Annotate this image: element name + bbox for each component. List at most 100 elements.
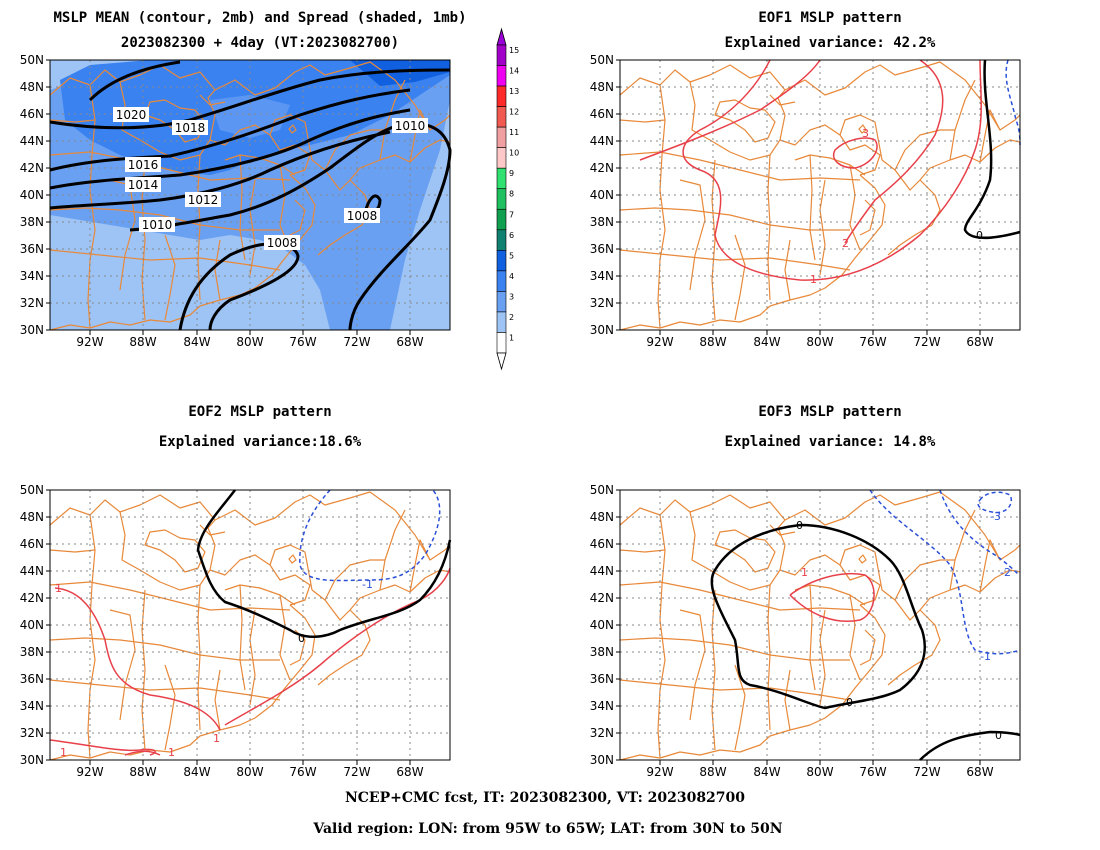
label-box: [113, 107, 149, 122]
lat-tick-label: 36N: [590, 242, 614, 256]
contour-label: 1020: [116, 108, 147, 122]
contour-label: -3: [990, 510, 1001, 523]
contour-label: 1: [60, 746, 67, 759]
lat-tick-label: 44N: [590, 134, 614, 148]
colorbar-cell: [496, 147, 507, 169]
lat-tick-label: 38N: [590, 645, 614, 659]
panel-mean-title: MSLP MEAN (contour, 2mb) and Spread (sha…: [53, 10, 466, 51]
colorbar-label: 4: [509, 272, 514, 281]
colorbar-cell: [496, 291, 507, 313]
axis-tick-labels: 92W 88W 84W 80W 76W 72W 68W 50N 48N 46N 44N 42N 40N 3…: [20, 53, 994, 779]
lat-tick-label: 32N: [590, 296, 614, 310]
lat-tick-label: 38N: [20, 645, 44, 659]
contour-label: 0: [976, 229, 983, 242]
lat-tick-label: 46N: [590, 107, 614, 121]
colorbar-label: 11: [509, 128, 519, 137]
panel-eof3-map: 0 0 0 1 -1 -2 -3: [619, 489, 1021, 761]
lat-tick-label: 30N: [590, 753, 614, 767]
colorbar-cell: [496, 229, 507, 251]
lat-tick-label: 44N: [20, 134, 44, 148]
colorbar-cell: [496, 126, 507, 148]
colorbar-label: 1: [509, 333, 514, 342]
lat-tick-label: 36N: [20, 242, 44, 256]
spread-colorbar: 15 14 13 12 11 10 9 8 7 6 5 4 3 2 1: [496, 27, 519, 371]
lon-tick-label: 76W: [859, 335, 886, 349]
lon-tick-label: 80W: [236, 765, 263, 779]
lat-tick-label: 48N: [20, 510, 44, 524]
contour-label: 1012: [188, 193, 219, 207]
colorbar-cell: [496, 332, 507, 354]
lon-tick-label: 72W: [913, 765, 940, 779]
colorbar-label: 14: [509, 67, 519, 76]
contour-label: 1: [213, 732, 220, 745]
contour-label: 1014: [128, 178, 159, 192]
lon-tick-label: 68W: [966, 765, 993, 779]
lon-tick-label: 84W: [753, 765, 780, 779]
lat-tick-label: 30N: [20, 753, 44, 767]
contour-label: -1: [362, 578, 373, 591]
colorbar-label: 13: [509, 87, 519, 96]
lat-tick-label: 34N: [590, 269, 614, 283]
title-line-1: EOF2 MSLP pattern: [188, 404, 331, 420]
contour-label: 1008: [347, 209, 378, 223]
lat-tick-label: 32N: [590, 726, 614, 740]
lat-tick-label: 42N: [20, 591, 44, 605]
lat-tick-label: 32N: [20, 296, 44, 310]
lat-tick-label: 40N: [20, 618, 44, 632]
footer-valid-region: Valid region: LON: from 95W to 65W; LAT:…: [312, 821, 782, 837]
panel-eof2-map: 1 1 1 1 0 -1: [49, 489, 452, 761]
lon-tick-label: 84W: [183, 335, 210, 349]
lon-tick-label: 80W: [236, 335, 263, 349]
panel-eof3-title: EOF3 MSLP pattern Explained variance: 14…: [725, 404, 936, 450]
lon-tick-label: 76W: [289, 765, 316, 779]
label-box: [392, 118, 428, 133]
colorbar-cell: [496, 106, 507, 128]
colorbar-top-triangle: [496, 27, 507, 46]
lon-tick-label: 68W: [396, 765, 423, 779]
label-box: [172, 120, 208, 135]
title-line-1: MSLP MEAN (contour, 2mb) and Spread (sha…: [53, 10, 466, 26]
colorbar-cell: [496, 44, 507, 66]
lat-tick-label: 46N: [20, 537, 44, 551]
lat-tick-label: 42N: [20, 161, 44, 175]
lat-tick-label: 30N: [20, 323, 44, 337]
colorbar-label: 10: [509, 149, 519, 158]
contour-label: -1: [980, 650, 991, 663]
eof-contours: [49, 489, 452, 756]
lon-tick-label: 92W: [76, 765, 103, 779]
eof-contours: [710, 489, 1021, 761]
contour-label: 0: [995, 729, 1002, 742]
colorbar-label: 12: [509, 108, 519, 117]
lat-tick-label: 36N: [590, 672, 614, 686]
colorbar-label: 8: [509, 190, 514, 199]
contour-label: 1: [55, 582, 62, 595]
lat-tick-label: 48N: [590, 80, 614, 94]
colorbar-cell: [496, 65, 507, 87]
colorbar-label: 15: [509, 46, 519, 55]
title-line-2: 2023082300 + 4day (VT:2023082700): [121, 35, 399, 51]
contour-label: 1010: [395, 119, 426, 133]
colorbar-label: 6: [509, 231, 514, 240]
contour-label: 1: [810, 273, 817, 286]
panel-eof2-title: EOF2 MSLP pattern Explained variance:18.…: [159, 404, 362, 450]
eof-contour-labels: 3 2 1 0: [810, 127, 983, 286]
contour-label: 1: [801, 566, 808, 579]
lat-tick-label: 36N: [20, 672, 44, 686]
colorbar-label: 2: [509, 313, 514, 322]
isobar-contours: [49, 60, 452, 331]
lon-tick-label: 84W: [183, 765, 210, 779]
colorbar-label: 9: [509, 169, 514, 178]
lat-tick-label: 50N: [20, 53, 44, 67]
title-line-1: EOF1 MSLP pattern: [758, 10, 901, 26]
colorbar-cell: [496, 188, 507, 210]
panel-eof1-map: 3 2 1 0: [619, 59, 1021, 331]
colorbar-cell: [496, 311, 507, 333]
contour-label: 1018: [175, 121, 206, 135]
title-line-2: Explained variance: 42.2%: [725, 35, 936, 51]
title-line-2: Explained variance: 14.8%: [725, 434, 936, 450]
panel-mean-map: 1020 1018 1016 1014 1012 1010 1010 1008 …: [49, 59, 452, 331]
label-box: [139, 217, 175, 232]
lat-tick-label: 40N: [590, 188, 614, 202]
lon-tick-label: 72W: [343, 765, 370, 779]
lat-tick-label: 30N: [590, 323, 614, 337]
